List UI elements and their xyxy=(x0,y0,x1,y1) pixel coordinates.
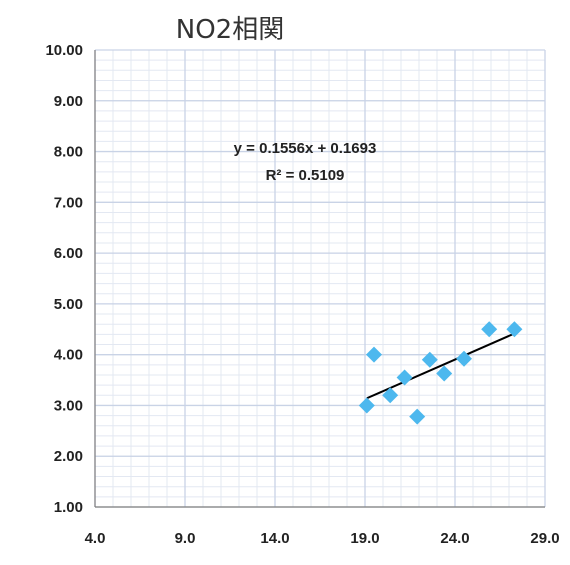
data-point xyxy=(421,351,438,368)
y-tick-label: 10.00 xyxy=(45,42,83,59)
data-points xyxy=(358,321,523,425)
data-point xyxy=(456,350,472,367)
data-point xyxy=(366,346,382,363)
y-axis-ticks: 1.00 2.00 3.00 4.00 5.00 6.00 7.00 8.00 9.00 10.0… xyxy=(45,42,83,516)
y-tick-label: 1.00 xyxy=(54,499,83,516)
y-tick-label: 2.00 xyxy=(54,448,83,465)
x-tick-label: 14.0 xyxy=(260,530,289,547)
x-tick-label: 29.0 xyxy=(530,530,559,547)
x-tick-label: 19.0 xyxy=(350,530,379,547)
data-point xyxy=(358,397,375,414)
chart-title: NO2相関 xyxy=(176,15,284,45)
x-tick-label: 9.0 xyxy=(175,530,196,547)
trendline-equation: y = 0.1556x + 0.1693 xyxy=(234,140,377,157)
y-tick-label: 5.00 xyxy=(54,296,83,313)
data-point xyxy=(481,321,498,338)
data-point xyxy=(436,365,453,382)
trendline xyxy=(366,332,515,400)
x-axis-ticks: 4.0 9.0 14.0 19.0 24.0 29.0 xyxy=(85,530,560,547)
y-tick-label: 6.00 xyxy=(54,245,83,262)
grid xyxy=(94,49,546,508)
y-tick-label: 8.00 xyxy=(54,144,83,161)
y-tick-label: 4.00 xyxy=(54,347,83,364)
y-tick-label: 9.00 xyxy=(54,93,83,110)
r-squared-label: R² = 0.5109 xyxy=(266,167,345,184)
x-tick-label: 24.0 xyxy=(440,530,469,547)
data-point xyxy=(409,408,426,425)
data-point xyxy=(396,369,413,386)
x-tick-label: 4.0 xyxy=(85,530,106,547)
y-tick-label: 7.00 xyxy=(54,194,83,211)
data-point xyxy=(506,321,523,338)
y-tick-label: 3.00 xyxy=(54,397,83,414)
trendline-group xyxy=(366,332,515,400)
data-point xyxy=(382,387,399,404)
axes xyxy=(94,50,545,508)
